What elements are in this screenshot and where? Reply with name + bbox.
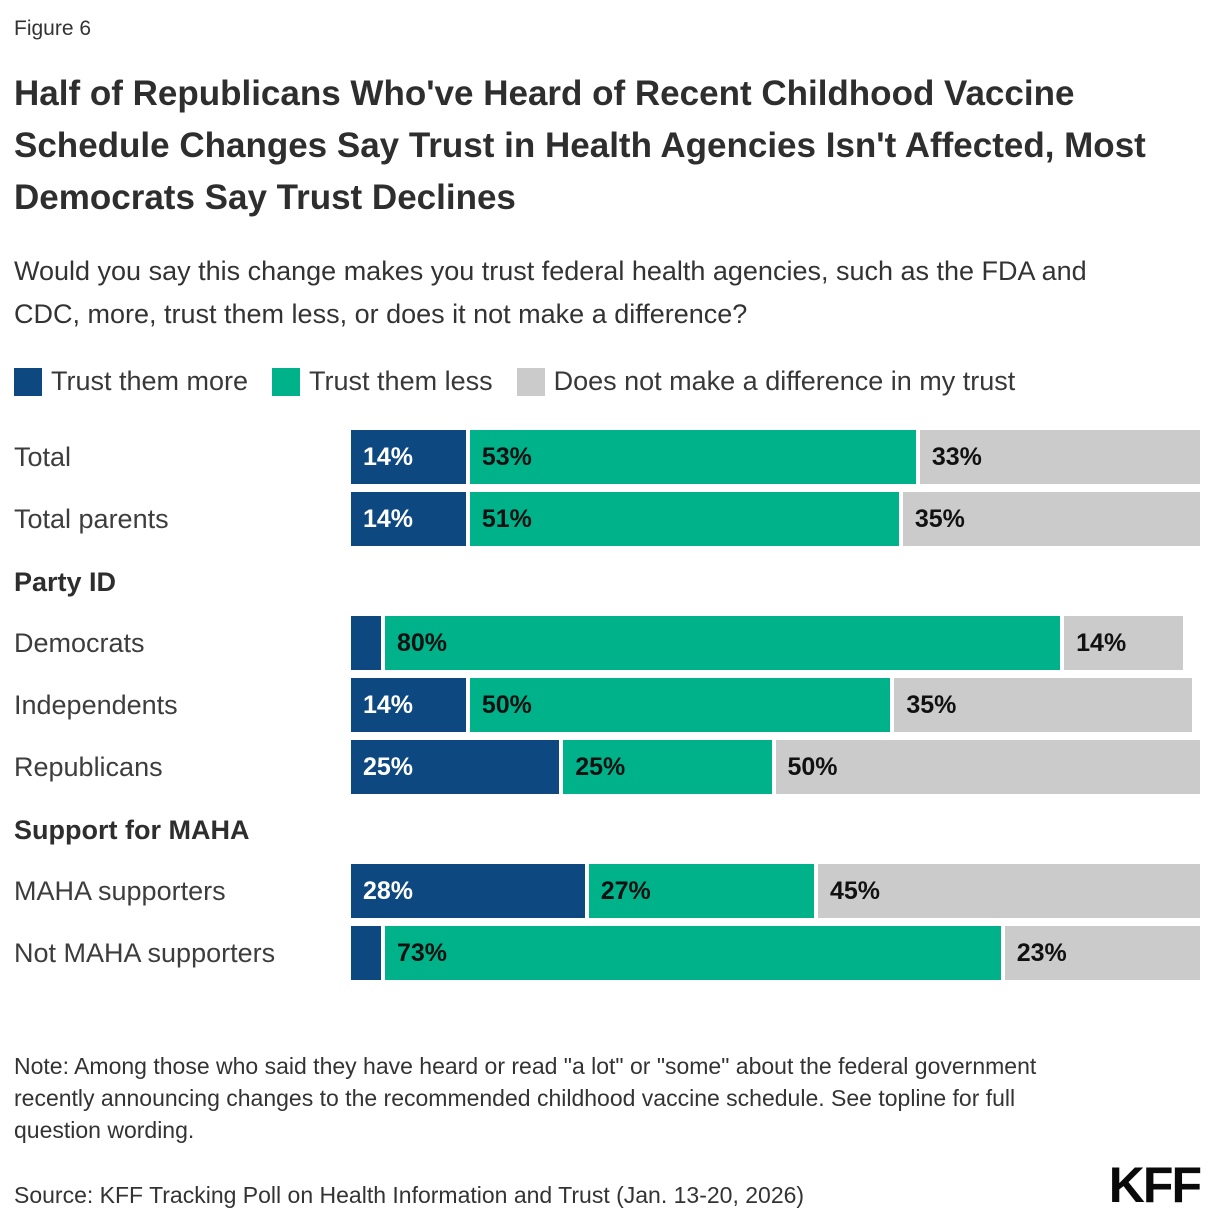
chart: Total 14% 53% 33% Total parents 14% 51% 35% Part…: [14, 430, 1200, 980]
source-text: Source: KFF Tracking Poll on Health Info…: [14, 1182, 805, 1208]
row-label: Independents: [14, 689, 178, 720]
bar-segment-trust-more: 25%: [351, 740, 564, 794]
stacked-bar: 14% 50% 35%: [351, 678, 1200, 732]
legend-swatch-trust-less: [272, 367, 301, 396]
figure-label: Figure 6: [14, 17, 92, 40]
stacked-bar: 80% 14%: [351, 616, 1200, 670]
legend-item-trust-more: Trust them more: [14, 366, 248, 397]
kff-logo: KFF: [1108, 1157, 1202, 1208]
legend: Trust them more Trust them less Does not…: [14, 366, 1200, 397]
bar-value-label: 14%: [363, 504, 414, 533]
bar-segment-trust-more: [351, 616, 385, 670]
bar-segment-trust-less: 73%: [384, 926, 1005, 980]
section-header: Support for MAHA: [14, 815, 250, 845]
note-text: Note: Among those who said they have hea…: [14, 1053, 1037, 1143]
stacked-bar: 25% 25% 50%: [351, 740, 1200, 794]
bar-segment-no-difference: 45%: [817, 864, 1200, 918]
bar-value-label: 14%: [1076, 628, 1127, 657]
bar-value-label: 25%: [363, 752, 414, 781]
bar-segment-trust-less: 80%: [384, 616, 1065, 670]
legend-label-trust-more: Trust them more: [51, 366, 249, 396]
bar-value-label: 73%: [396, 938, 447, 967]
chart-row: Democrats 80% 14%: [14, 616, 1200, 670]
chart-row: Republicans 25% 25% 50%: [14, 740, 1200, 794]
page-title: Half of Republicans Who've Heard of Rece…: [14, 74, 1146, 217]
bar-value-label: 50%: [787, 752, 838, 781]
bar-segment-no-difference: 14%: [1064, 616, 1183, 670]
bar-segment-no-difference: 35%: [902, 492, 1200, 546]
bar-value-label: 33%: [931, 442, 982, 471]
chart-row: MAHA supporters 28% 27% 45%: [14, 864, 1200, 918]
bar-segment-no-difference: 50%: [775, 740, 1200, 794]
bar-segment-trust-less: 53%: [469, 430, 920, 484]
bar-segment-trust-more: 14%: [351, 678, 470, 732]
bar-value-label: 51%: [481, 504, 532, 533]
stacked-bar: 28% 27% 45%: [351, 864, 1200, 918]
bar-value-label: 35%: [906, 690, 957, 719]
bar-value-label: 14%: [363, 690, 414, 719]
legend-item-trust-less: Trust them less: [272, 366, 493, 397]
section-header: Party ID: [14, 567, 117, 597]
footer: Source: KFF Tracking Poll on Health Info…: [14, 1157, 1202, 1208]
bar-value-label: 14%: [363, 442, 414, 471]
bar-value-label: 50%: [481, 690, 532, 719]
bar-segment-trust-less: 50%: [469, 678, 895, 732]
chart-row: Total 14% 53% 33%: [14, 430, 1200, 484]
legend-item-no-difference: Does not make a difference in my trust: [516, 366, 1016, 397]
bar-segment-trust-more: [351, 926, 385, 980]
legend-swatch-trust-more: [14, 367, 42, 396]
bar-segment-no-difference: 33%: [919, 430, 1200, 484]
bar-segment-no-difference: 35%: [894, 678, 1192, 732]
bar-value-label: 27%: [600, 876, 651, 905]
bar-value-label: 35%: [914, 504, 965, 533]
row-label: Democrats: [14, 627, 145, 658]
bar-value-label: 45%: [829, 876, 880, 905]
bar-segment-trust-less: 51%: [469, 492, 903, 546]
stacked-bar: 14% 51% 35%: [351, 492, 1200, 546]
bar-value-label: 53%: [481, 442, 532, 471]
bar-segment-trust-more: 28%: [351, 864, 589, 918]
stacked-bar: 14% 53% 33%: [351, 430, 1200, 484]
stacked-bar: 73% 23%: [351, 926, 1200, 980]
legend-label-trust-less: Trust them less: [309, 366, 493, 396]
row-label: MAHA supporters: [14, 875, 226, 906]
row-label: Republicans: [14, 751, 163, 782]
bar-value-label: 25%: [575, 752, 626, 781]
chart-row: Not MAHA supporters 73% 23%: [14, 926, 1200, 980]
question-subtitle: Would you say this change makes you trus…: [14, 256, 1087, 329]
row-label: Total: [14, 441, 72, 472]
bar-value-label: 28%: [363, 876, 414, 905]
chart-row: Total parents 14% 51% 35%: [14, 492, 1200, 546]
chart-row: Independents 14% 50% 35%: [14, 678, 1200, 732]
bar-segment-trust-less: 27%: [588, 864, 818, 918]
row-label: Total parents: [14, 503, 169, 534]
bar-value-label: 23%: [1016, 938, 1067, 967]
bar-segment-trust-more: 14%: [351, 492, 470, 546]
bar-segment-trust-less: 25%: [563, 740, 776, 794]
bar-value-label: 80%: [396, 628, 447, 657]
bar-segment-no-difference: 23%: [1004, 926, 1200, 980]
legend-label-no-difference: Does not make a difference in my trust: [553, 366, 1016, 396]
bar-segment-trust-more: 14%: [351, 430, 470, 484]
legend-swatch-no-difference: [516, 367, 545, 396]
row-label: Not MAHA supporters: [14, 937, 276, 968]
